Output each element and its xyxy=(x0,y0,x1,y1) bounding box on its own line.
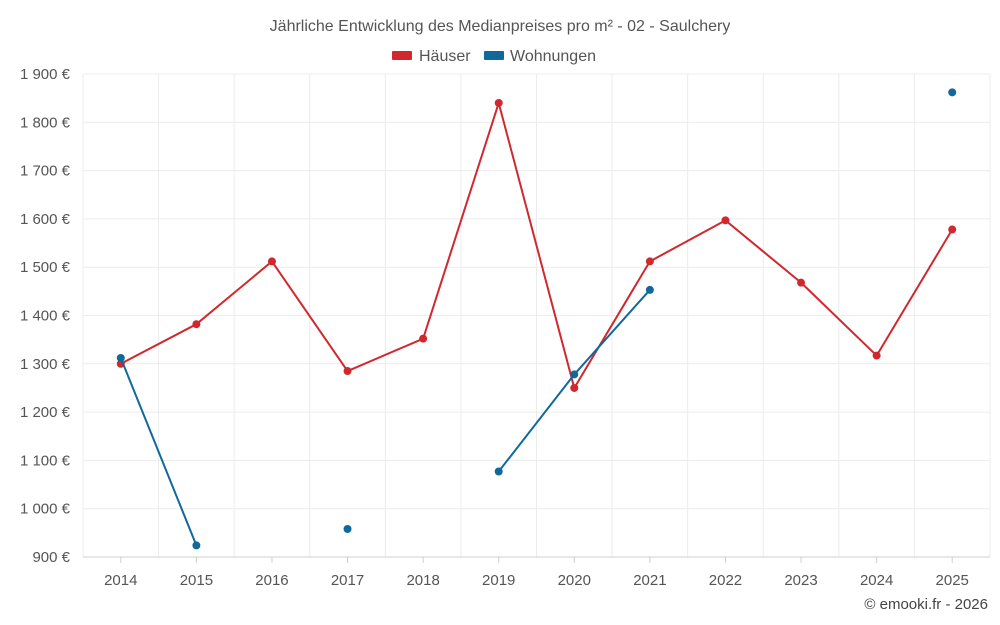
data-point-haeuser[interactable] xyxy=(721,216,730,225)
y-tick-label: 1 600 € xyxy=(20,211,71,228)
data-point-haeuser[interactable] xyxy=(343,367,352,376)
y-tick-label: 1 700 € xyxy=(20,163,71,180)
x-tick-label: 2019 xyxy=(482,572,515,589)
x-tick-label: 2021 xyxy=(633,572,666,589)
legend-label-wohnungen: Wohnungen xyxy=(510,48,596,65)
y-tick-label: 1 200 € xyxy=(20,404,71,421)
credit: © emooki.fr - 2026 xyxy=(864,596,988,613)
series-line-haeuser xyxy=(120,101,954,389)
data-point-haeuser[interactable] xyxy=(192,320,201,329)
series-line-wohnungen xyxy=(119,357,198,546)
data-point-haeuser[interactable] xyxy=(948,225,957,234)
x-tick-label: 2024 xyxy=(860,572,893,589)
legend: Häuser Wohnungen xyxy=(392,48,596,65)
data-point-haeuser[interactable] xyxy=(872,351,881,360)
data-point-wohnungen[interactable] xyxy=(570,370,579,379)
x-tick-label: 2022 xyxy=(709,572,742,589)
data-point-haeuser[interactable] xyxy=(419,334,428,343)
data-point-haeuser[interactable] xyxy=(570,383,579,392)
series-wohnungen xyxy=(116,88,957,550)
x-tick-label: 2017 xyxy=(331,572,364,589)
y-tick-label: 1 000 € xyxy=(20,501,71,518)
y-tick-label: 1 500 € xyxy=(20,259,71,276)
legend-item-wohnungen[interactable]: Wohnungen xyxy=(484,48,596,65)
data-point-haeuser[interactable] xyxy=(797,278,806,287)
x-tick-label: 2023 xyxy=(784,572,817,589)
data-point-wohnungen[interactable] xyxy=(192,541,201,550)
data-point-wohnungen[interactable] xyxy=(116,354,125,363)
series-line-wohnungen xyxy=(497,289,651,473)
y-axis: 900 € 1 000 € 1 100 € 1 200 € 1 300 € 1 400 €… xyxy=(20,66,71,566)
legend-label-haeuser: Häuser xyxy=(419,48,471,65)
legend-item-haeuser[interactable]: Häuser xyxy=(392,48,471,65)
x-tick-label: 2025 xyxy=(936,572,969,589)
grid xyxy=(82,73,991,558)
data-point-wohnungen[interactable] xyxy=(494,467,503,476)
data-point-haeuser[interactable] xyxy=(645,257,654,266)
x-axis: 2014 2015 2016 2017 2018 2019 2020 2021 2022 2023… xyxy=(83,556,990,589)
chart-title: Jährliche Entwicklung des Medianpreises … xyxy=(270,18,731,35)
data-point-haeuser[interactable] xyxy=(494,98,503,107)
series-layer xyxy=(116,88,957,550)
x-tick-label: 2014 xyxy=(104,572,137,589)
data-point-wohnungen[interactable] xyxy=(645,285,654,294)
x-tick-label: 2015 xyxy=(180,572,213,589)
legend-swatch-wohnungen xyxy=(484,51,504,60)
x-tick-label: 2020 xyxy=(558,572,591,589)
y-tick-label: 1 100 € xyxy=(20,452,71,469)
y-tick-label: 900 € xyxy=(32,549,70,566)
x-tick-label: 2018 xyxy=(406,572,439,589)
data-point-haeuser[interactable] xyxy=(267,257,276,266)
y-tick-label: 1 800 € xyxy=(20,114,71,131)
data-point-wohnungen[interactable] xyxy=(343,524,352,533)
data-point-wohnungen[interactable] xyxy=(948,88,957,97)
legend-swatch-haeuser xyxy=(392,51,412,60)
y-tick-label: 1 300 € xyxy=(20,356,71,373)
y-tick-label: 1 900 € xyxy=(20,66,71,83)
x-tick-label: 2016 xyxy=(255,572,288,589)
y-tick-label: 1 400 € xyxy=(20,308,71,325)
